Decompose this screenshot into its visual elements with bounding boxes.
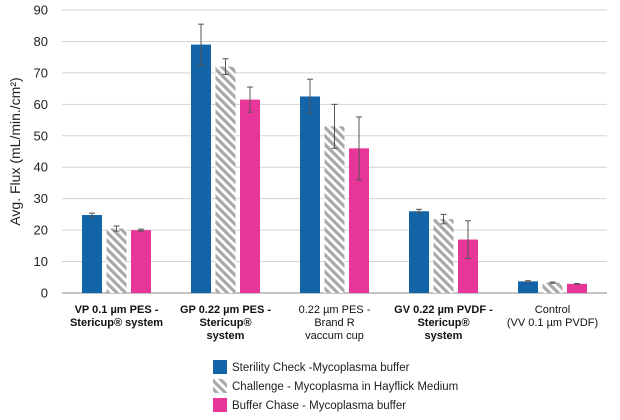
y-axis-title: Avg. Flux (mL/min./cm²) — [7, 77, 23, 225]
y-tick-label: 60 — [34, 97, 48, 112]
x-category-label-line: Stericup® system — [70, 317, 163, 329]
legend-swatch — [213, 398, 227, 412]
y-tick-label: 0 — [41, 286, 48, 301]
bar — [324, 126, 345, 293]
legend-swatch — [213, 360, 227, 374]
y-tick-label: 70 — [34, 65, 48, 80]
bar — [542, 282, 563, 293]
x-category-label-line: system — [207, 330, 245, 342]
x-category-label-line: Stericup® — [417, 317, 469, 329]
bar — [191, 44, 211, 293]
bar — [458, 239, 478, 293]
legend-label: Sterility Check -Mycoplasma buffer — [232, 362, 410, 374]
y-tick-label: 30 — [34, 191, 48, 206]
x-category-label: VP 0.1 µm PES -Stericup® system — [70, 304, 163, 329]
y-tick-label: 40 — [34, 160, 48, 175]
x-category-label: Control (VV 0.1 µm PVDF) — [507, 304, 598, 329]
x-category-label-line: system — [425, 330, 463, 342]
bar — [300, 96, 320, 293]
x-category-label-line: Stericup® — [199, 317, 251, 329]
bar — [518, 281, 538, 293]
legend-swatch — [213, 379, 227, 393]
x-category-label-line: (VV 0.1 µm PVDF) — [507, 317, 598, 329]
x-category-label-line: 0.22 µm PES - — [299, 304, 371, 316]
bar — [567, 283, 587, 293]
legend-label: Challenge - Mycoplasma in Hayflick Mediu… — [232, 381, 458, 393]
bar — [131, 230, 151, 293]
x-category-label: GP 0.22 µm PES -Stericup® system — [180, 304, 271, 342]
x-category-label-line: Control — [535, 304, 570, 316]
y-tick-label: 80 — [34, 34, 48, 49]
legend-label: Buffer Chase - Mycoplasma buffer — [232, 400, 406, 412]
bar — [82, 215, 102, 293]
x-category-label-line: Brand R — [314, 317, 354, 329]
bar — [215, 66, 236, 293]
x-category-label-line: GV 0.22 µm PVDF - — [394, 304, 493, 316]
x-category-label-line: GP 0.22 µm PES - — [180, 304, 271, 316]
y-tick-label: 50 — [34, 128, 48, 143]
bar — [409, 211, 429, 293]
x-category-label-line: VP 0.1 µm PES - — [75, 304, 159, 316]
bar — [433, 219, 454, 293]
x-category-label: GV 0.22 µm PVDF -Stericup® system — [394, 304, 493, 342]
bar — [349, 148, 369, 293]
y-tick-label: 20 — [34, 223, 48, 238]
y-tick-label: 10 — [34, 254, 48, 269]
bar — [240, 99, 260, 293]
x-category-label-line: vaccum cup — [305, 330, 364, 342]
bar — [106, 228, 127, 293]
y-tick-label: 90 — [34, 3, 48, 18]
